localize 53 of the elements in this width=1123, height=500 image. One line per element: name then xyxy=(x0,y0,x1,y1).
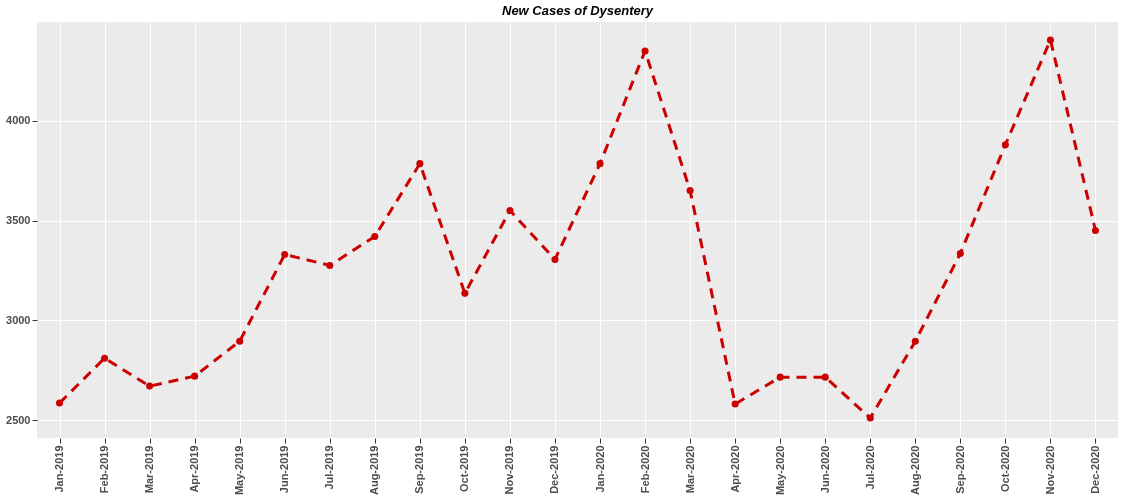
point xyxy=(866,414,874,422)
point xyxy=(101,354,109,362)
point xyxy=(416,160,424,168)
x-tick-label: Oct-2019 xyxy=(458,445,471,492)
x-tick-label: May-2019 xyxy=(233,445,246,496)
x-tick-label: Jul-2020 xyxy=(863,445,876,490)
point xyxy=(461,289,469,297)
point xyxy=(551,255,559,263)
x-tick-label: Apr-2019 xyxy=(188,445,201,493)
point xyxy=(776,373,784,381)
x-tick-label: Feb-2019 xyxy=(98,445,111,494)
y-tick-label: 4000 xyxy=(6,114,31,127)
x-tick-label: Oct-2020 xyxy=(998,445,1011,492)
point xyxy=(641,47,649,55)
x-tick-label: Nov-2020 xyxy=(1043,445,1056,495)
x-tick-label: Aug-2020 xyxy=(908,445,921,496)
x-tick-label: Sep-2020 xyxy=(953,445,966,494)
x-tick-label: Apr-2020 xyxy=(728,445,741,493)
point xyxy=(1001,141,1009,149)
x-tick-label: Sep-2019 xyxy=(413,445,426,494)
point xyxy=(326,261,334,269)
point xyxy=(821,373,829,381)
x-tick-label: Feb-2020 xyxy=(638,445,651,494)
x-tick-label: Aug-2019 xyxy=(368,445,381,496)
point xyxy=(55,399,64,407)
point xyxy=(371,232,379,241)
x-tick-label: Jul-2019 xyxy=(323,445,336,490)
x-tick-label: May-2020 xyxy=(773,445,786,496)
chart-title: New Cases of Dysentery xyxy=(501,3,654,18)
x-tick-label: Nov-2019 xyxy=(503,445,516,495)
point xyxy=(596,160,604,168)
x-tick-label: Jun-2019 xyxy=(278,445,291,494)
point xyxy=(506,207,514,215)
point xyxy=(1091,226,1100,235)
point xyxy=(236,337,244,345)
point xyxy=(686,187,694,195)
x-tick-label: Jan-2020 xyxy=(593,445,606,493)
x-tick-label: Jun-2020 xyxy=(818,445,831,494)
x-tick-label: Jan-2019 xyxy=(53,445,66,493)
x-tick-label: Dec-2019 xyxy=(548,445,561,494)
point xyxy=(191,372,199,380)
y-tick-label: 2500 xyxy=(6,413,31,426)
point xyxy=(911,337,919,345)
x-tick-label: Mar-2020 xyxy=(683,445,696,494)
point xyxy=(146,382,154,390)
y-tick-label: 3000 xyxy=(6,313,31,326)
point xyxy=(731,400,739,408)
y-tick-label: 3500 xyxy=(6,214,31,227)
point xyxy=(281,250,289,258)
x-tick-label: Dec-2020 xyxy=(1088,445,1101,494)
point xyxy=(1046,36,1054,44)
point xyxy=(956,249,964,257)
x-tick-label: Mar-2019 xyxy=(143,445,156,494)
